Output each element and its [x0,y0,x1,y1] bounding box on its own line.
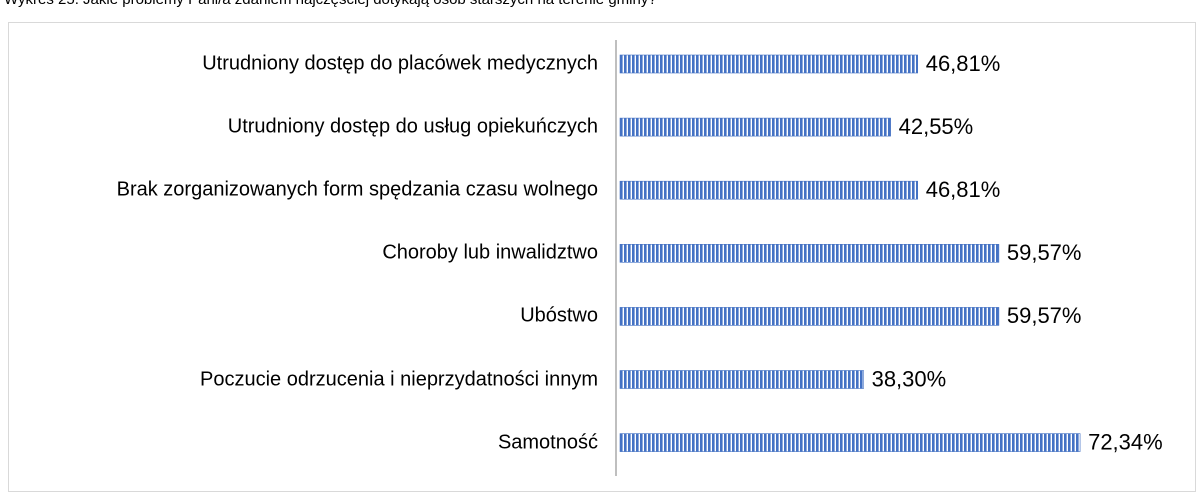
chart-frame [8,22,1196,492]
bar [619,307,1000,326]
value-label: 59,57% [1007,303,1082,328]
value-label: 38,30% [872,366,947,391]
chart-title: Wykres 25. Jakie problemy Pani/a zdaniem… [4,0,657,8]
bar [619,370,864,389]
bar [619,117,891,137]
category-label: Samotność [497,431,598,454]
category-label: Brak zorganizowanych form spędzania czas… [116,178,598,201]
category-label: Ubóstwo [520,304,598,327]
bar [619,244,1000,263]
bar [619,180,919,200]
value-label: 46,81% [926,177,1001,202]
category-label: Poczucie odrzucenia i nieprzydatności in… [200,368,598,390]
value-label: 46,81% [926,51,1001,76]
value-label: 72,34% [1088,429,1163,454]
category-label: Utrudniony dostęp do usług opiekuńczych [227,115,598,138]
value-label: 59,57% [1007,240,1082,265]
category-label: Utrudniony dostęp do placówek medycznych [202,52,598,75]
bar [619,54,919,74]
bar [619,433,1081,452]
value-label: 42,55% [899,114,974,139]
category-label: Choroby lub inwalidztwo [382,241,598,264]
